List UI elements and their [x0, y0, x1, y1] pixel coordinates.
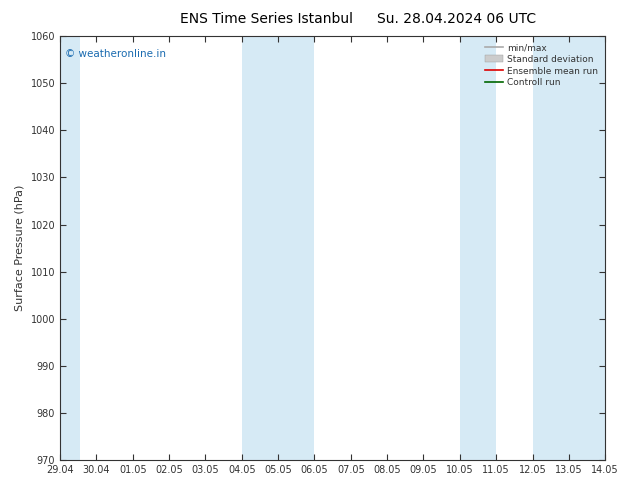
Bar	[242, 36, 314, 460]
Bar	[533, 36, 607, 460]
Text: Su. 28.04.2024 06 UTC: Su. 28.04.2024 06 UTC	[377, 12, 536, 26]
Text: © weatheronline.in: © weatheronline.in	[65, 49, 167, 59]
Text: ENS Time Series Istanbul: ENS Time Series Istanbul	[180, 12, 353, 26]
Bar	[460, 36, 496, 460]
Legend: min/max, Standard deviation, Ensemble mean run, Controll run: min/max, Standard deviation, Ensemble me…	[482, 41, 600, 90]
Y-axis label: Surface Pressure (hPa): Surface Pressure (hPa)	[15, 185, 25, 311]
Bar	[58, 36, 80, 460]
